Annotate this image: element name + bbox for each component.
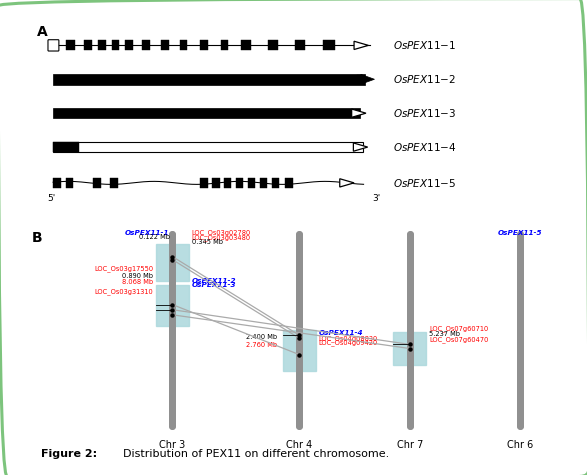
Bar [285, 178, 293, 188]
Text: Distribution of PEX11 on different chromosome.: Distribution of PEX11 on different chrom… [123, 449, 390, 459]
Text: $\mathit{OsPEX11}$$\mathit{-4}$: $\mathit{OsPEX11}$$\mathit{-4}$ [393, 141, 456, 153]
Text: LOC_Os03g31310: LOC_Os03g31310 [95, 288, 153, 294]
Text: Chr 6: Chr 6 [507, 440, 533, 450]
Bar [53, 142, 363, 152]
Bar [323, 40, 335, 50]
Bar [110, 178, 119, 188]
Bar [259, 178, 267, 188]
Text: $\mathit{OsPEX11}$$\mathit{-1}$: $\mathit{OsPEX11}$$\mathit{-1}$ [393, 39, 456, 51]
Text: LOC_Os03g17550: LOC_Os03g17550 [94, 266, 153, 272]
Bar [142, 40, 150, 50]
Bar [212, 178, 220, 188]
Bar [180, 40, 187, 50]
Text: LOC_Os03g03480: LOC_Os03g03480 [192, 234, 251, 240]
Bar [66, 40, 75, 50]
FancyBboxPatch shape [48, 40, 59, 51]
Text: 3': 3' [372, 194, 380, 203]
Text: B: B [32, 231, 42, 245]
Bar [66, 178, 73, 188]
Text: 0.890 Mb: 0.890 Mb [122, 273, 153, 279]
Text: 2.760 Mb: 2.760 Mb [246, 342, 277, 348]
Text: 0.345 Mb: 0.345 Mb [192, 239, 223, 245]
Text: Chr 7: Chr 7 [397, 440, 423, 450]
Bar [53, 108, 359, 118]
Text: LOC_Os07g60710: LOC_Os07g60710 [429, 326, 488, 332]
Bar [112, 40, 119, 50]
Text: OsPEX11-2: OsPEX11-2 [192, 278, 237, 284]
Text: LOC_Os03g02780: LOC_Os03g02780 [192, 230, 251, 237]
Text: Figure 2:: Figure 2: [41, 449, 97, 459]
Bar [53, 74, 365, 85]
Bar [268, 40, 278, 50]
Text: Chr 4: Chr 4 [286, 440, 312, 450]
Text: 5.237 Mb: 5.237 Mb [429, 331, 460, 337]
Text: 2.400 Mb: 2.400 Mb [246, 334, 277, 340]
FancyArrow shape [353, 143, 367, 151]
Bar [393, 332, 426, 365]
Text: 5': 5' [47, 194, 55, 203]
Bar [283, 330, 316, 371]
Text: OsPEX11-4: OsPEX11-4 [319, 330, 363, 336]
Text: OsPEX11-5: OsPEX11-5 [498, 230, 542, 236]
Text: 0.122 Mb: 0.122 Mb [139, 234, 170, 240]
Bar [200, 178, 208, 188]
Text: $\mathit{OsPEX11}$$\mathit{-3}$: $\mathit{OsPEX11}$$\mathit{-3}$ [393, 107, 456, 119]
Text: 8.068 Mb: 8.068 Mb [122, 279, 153, 285]
Text: $\mathit{OsPEX11}$$\mathit{-5}$: $\mathit{OsPEX11}$$\mathit{-5}$ [393, 177, 456, 189]
Bar [236, 178, 244, 188]
Bar [93, 178, 102, 188]
Bar [156, 285, 189, 326]
Bar [53, 142, 79, 152]
Bar [98, 40, 106, 50]
Bar [85, 40, 92, 50]
Text: OsPEX11-1: OsPEX11-1 [125, 230, 170, 236]
Text: A: A [37, 25, 48, 38]
Bar [272, 178, 279, 188]
Text: Chr 3: Chr 3 [159, 440, 185, 450]
Bar [248, 178, 255, 188]
Bar [221, 40, 228, 50]
Text: LOC_Os04g08830: LOC_Os04g08830 [319, 335, 378, 342]
FancyArrow shape [354, 41, 369, 49]
Text: OsPEX11-3: OsPEX11-3 [192, 282, 237, 288]
FancyArrow shape [357, 75, 375, 84]
Bar [53, 178, 60, 188]
Bar [224, 178, 231, 188]
Bar [125, 40, 133, 50]
FancyArrow shape [352, 109, 366, 117]
FancyArrow shape [340, 179, 354, 187]
Text: LOC_Os04g09420: LOC_Os04g09420 [319, 340, 378, 346]
Bar [295, 40, 305, 50]
Bar [161, 40, 168, 50]
Bar [241, 40, 251, 50]
Text: LOC_Os07g60470: LOC_Os07g60470 [429, 336, 488, 342]
Text: $\mathit{OsPEX11}$$\mathit{-2}$: $\mathit{OsPEX11}$$\mathit{-2}$ [393, 73, 456, 86]
Bar [156, 244, 189, 281]
Bar [200, 40, 208, 50]
